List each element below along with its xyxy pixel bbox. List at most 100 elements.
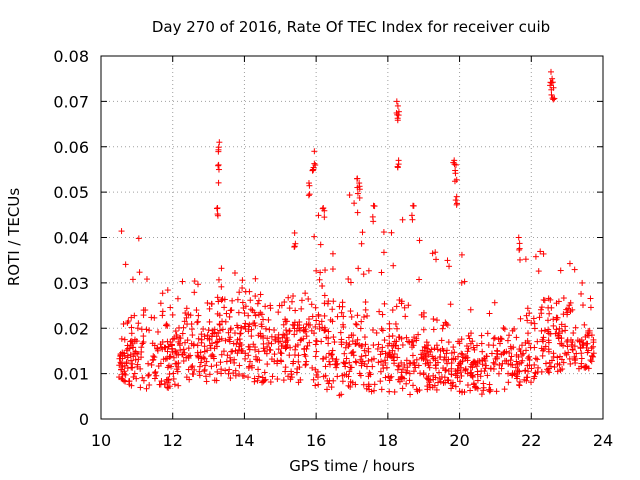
data-point <box>305 316 312 323</box>
data-point <box>578 290 585 297</box>
data-point <box>554 354 561 361</box>
data-point <box>464 354 471 361</box>
data-point <box>432 365 439 372</box>
data-point <box>443 320 450 327</box>
data-point <box>315 313 322 320</box>
data-point <box>363 385 370 392</box>
data-point <box>201 333 208 340</box>
data-point <box>242 326 249 333</box>
data-point <box>119 376 126 383</box>
data-point <box>525 355 532 362</box>
data-point <box>180 346 187 353</box>
data-point <box>457 369 464 376</box>
data-point <box>340 359 347 366</box>
data-point <box>165 343 172 350</box>
data-point <box>245 374 252 381</box>
data-point <box>278 350 285 357</box>
data-point <box>116 355 123 362</box>
data-point <box>575 365 582 372</box>
data-point <box>402 313 409 320</box>
data-point <box>554 368 561 375</box>
data-point <box>503 357 510 364</box>
data-point <box>251 378 258 385</box>
data-point <box>259 379 266 386</box>
data-point <box>146 327 153 334</box>
data-point <box>420 370 427 377</box>
data-point <box>370 342 377 349</box>
data-point <box>559 366 566 373</box>
data-point <box>346 359 353 366</box>
data-point <box>385 373 392 380</box>
data-point <box>408 212 415 219</box>
data-point <box>281 332 288 339</box>
data-point <box>252 346 259 353</box>
data-point <box>347 308 354 315</box>
data-point <box>252 312 259 319</box>
data-point <box>554 314 561 321</box>
data-point <box>458 251 465 258</box>
data-point <box>205 327 212 334</box>
data-point <box>420 326 427 333</box>
data-point <box>179 330 186 337</box>
data-point <box>242 350 249 357</box>
data-point <box>429 353 436 360</box>
data-point <box>494 350 501 357</box>
y-tick-label: 0.02 <box>53 319 89 338</box>
data-point <box>184 337 191 344</box>
data-point <box>145 371 152 378</box>
data-point <box>337 329 344 336</box>
data-point <box>262 325 269 332</box>
data-point <box>451 161 458 168</box>
data-point <box>252 275 259 282</box>
data-point <box>302 290 309 297</box>
y-tick-label: 0.05 <box>53 183 89 202</box>
data-point <box>162 355 169 362</box>
data-point <box>377 351 384 358</box>
data-point <box>209 330 216 337</box>
data-point <box>461 278 468 285</box>
data-point <box>432 249 439 256</box>
data-point <box>215 179 222 186</box>
data-point <box>218 351 225 358</box>
data-point <box>145 372 152 379</box>
data-point <box>386 377 393 384</box>
data-point <box>169 311 176 318</box>
data-point <box>293 369 300 376</box>
data-point <box>483 362 490 369</box>
data-point <box>137 384 144 391</box>
data-point <box>189 363 196 370</box>
data-point <box>250 320 257 327</box>
data-point <box>154 328 161 335</box>
data-point <box>208 333 215 340</box>
data-point <box>233 341 240 348</box>
data-point <box>246 321 253 328</box>
data-point <box>309 364 316 371</box>
data-point <box>458 350 465 357</box>
data-point <box>564 311 571 318</box>
data-point <box>194 281 201 288</box>
data-point <box>274 376 281 383</box>
data-point <box>137 365 144 372</box>
data-point <box>255 373 262 380</box>
data-point <box>444 377 451 384</box>
data-point <box>536 314 543 321</box>
data-point <box>506 332 513 339</box>
data-point <box>352 320 359 327</box>
data-point <box>382 350 389 357</box>
data-point <box>239 277 246 284</box>
data-point <box>292 346 299 353</box>
data-point <box>291 319 298 326</box>
data-point <box>257 333 264 340</box>
data-point <box>185 345 192 352</box>
y-tick-label: 0.04 <box>53 229 89 248</box>
data-point <box>218 265 225 272</box>
data-point <box>354 190 361 197</box>
y-tick-label: 0 <box>79 410 89 429</box>
data-point <box>590 353 597 360</box>
data-point <box>448 371 455 378</box>
data-point <box>362 306 369 313</box>
data-point <box>458 372 465 379</box>
data-point <box>448 350 455 357</box>
data-point <box>302 326 309 333</box>
data-point <box>151 314 158 321</box>
